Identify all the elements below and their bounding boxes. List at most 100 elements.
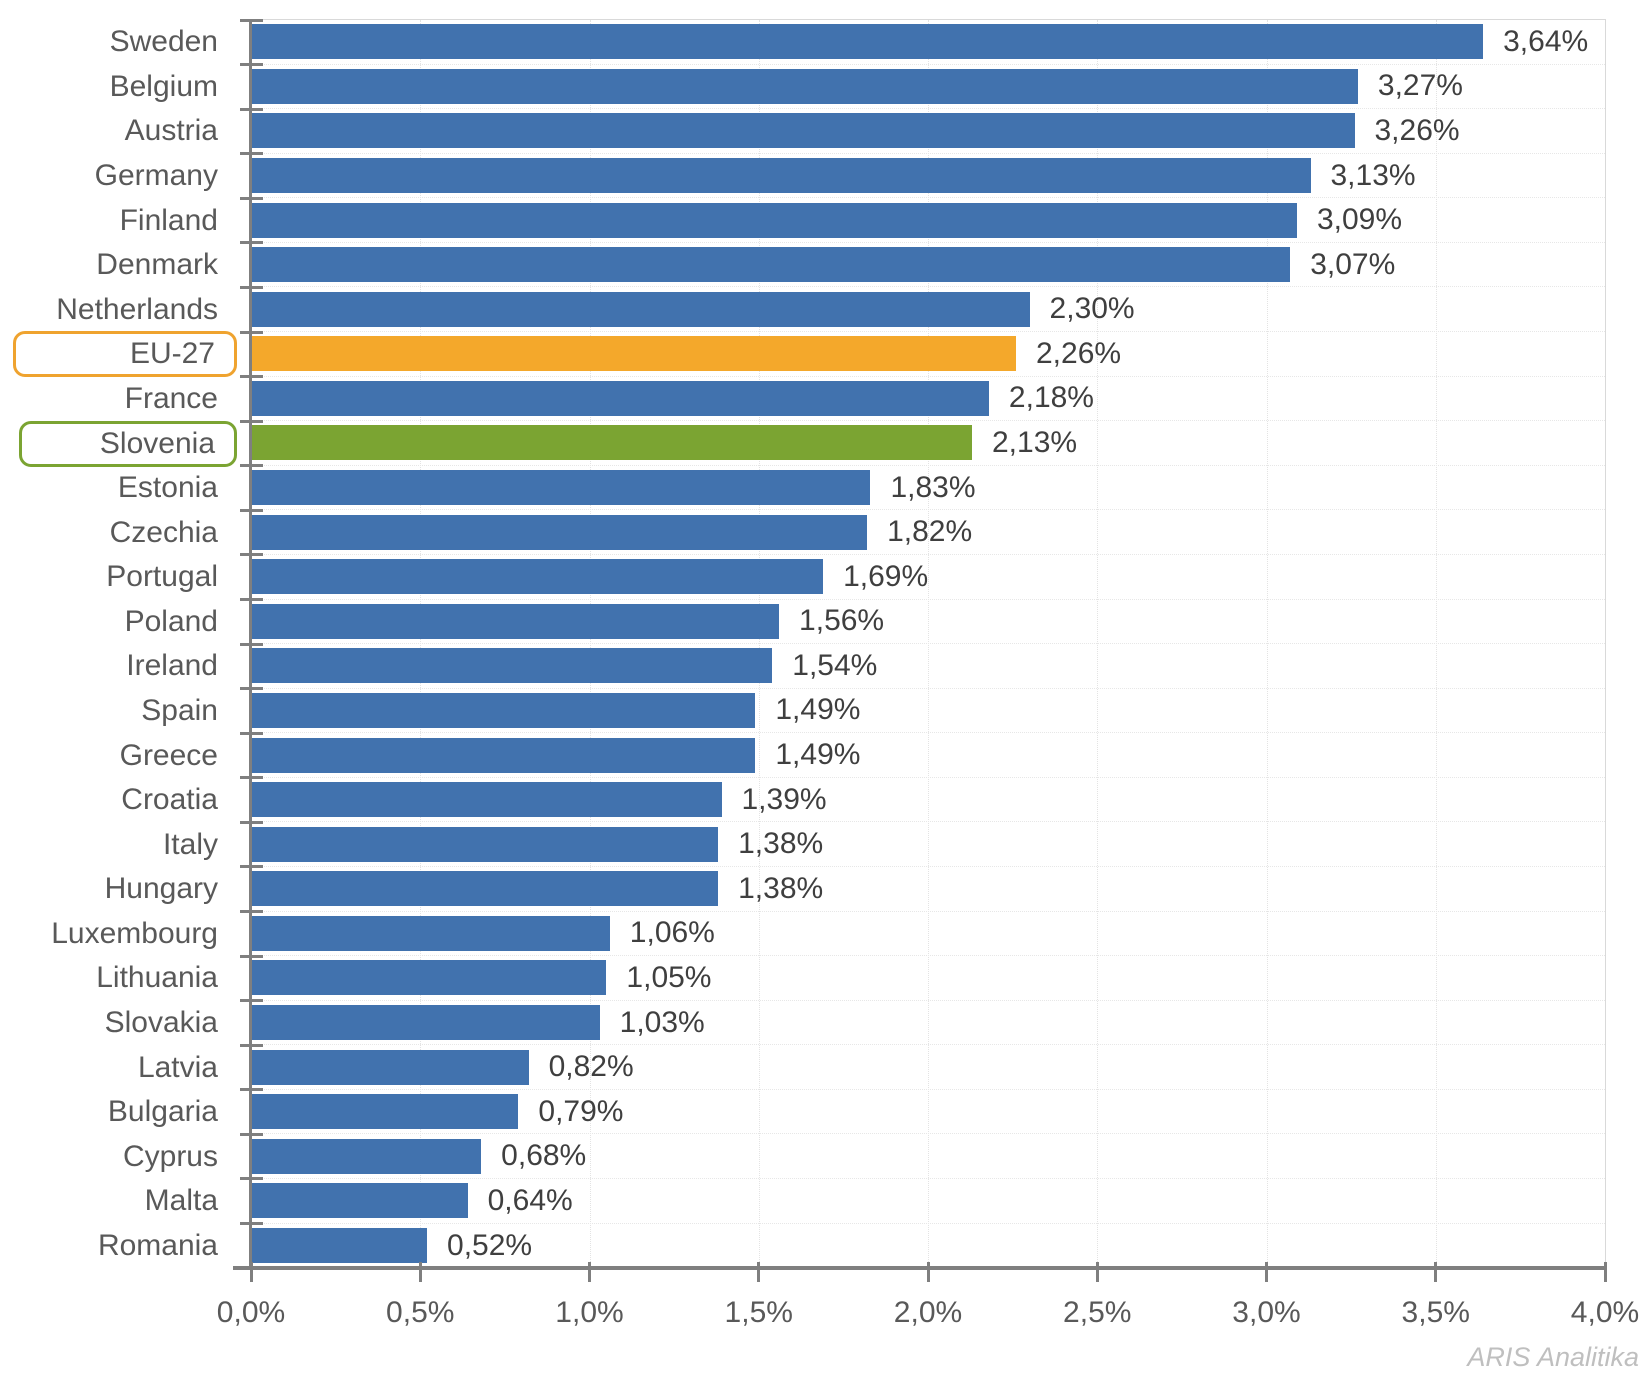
y-axis-tick [240,107,263,111]
value-label: 1,38% [738,871,824,905]
value-label: 0,82% [548,1050,634,1084]
chart-row: Greece 1,49% [0,733,1605,778]
category-label-highlight-box: Poland [125,605,218,639]
value-label: 1,49% [775,738,861,772]
y-axis-tick [240,687,263,691]
value-label: 3,27% [1377,69,1463,103]
bar-cell: 3,64% [251,20,1605,65]
category-label-highlight-box: Ireland [126,649,218,683]
chart-row: Italy 1,38% [0,822,1605,867]
y-axis-tick [240,152,263,156]
bar-cell: 1,54% [251,644,1605,689]
category-label: Malta [144,1184,218,1218]
bar [251,470,871,506]
chart-row: Croatia 1,39% [0,778,1605,823]
category-label-highlight-box: Czechia [110,516,218,550]
value-label: 1,38% [738,827,824,861]
chart-row: Czechia 1,82% [0,510,1605,555]
category-label-highlight-box: Estonia [118,471,218,505]
y-axis-tick [240,865,263,869]
bar [251,559,824,595]
x-axis-tick [1434,1262,1438,1282]
value-label: 1,83% [890,470,976,504]
category-label: Poland [124,604,218,638]
category-label: Czechia [109,515,218,549]
y-axis-tick [240,375,263,379]
bar [251,737,756,773]
y-axis-tick [240,1088,263,1092]
chart-row: Belgium 3,27% [0,65,1605,110]
value-label: 2,26% [1036,336,1122,370]
category-label-cell: France [0,377,251,422]
chart-row: Netherlands 2,30% [0,287,1605,333]
bar [251,202,1297,238]
x-axis-tick-label: 4,0% [1570,1296,1640,1329]
category-label-cell: Bulgaria [0,1090,251,1135]
chart-row: Portugal 1,69% [0,555,1605,600]
chart-row: Slovakia 1,03% [0,1001,1605,1046]
bar-cell: 3,13% [251,154,1605,199]
bar-cell: 3,07% [251,243,1605,288]
chart-row: Cyprus 0,68% [0,1134,1605,1180]
bar-cell: 1,83% [251,466,1605,511]
category-label-cell: Lithuania [0,956,251,1001]
category-label: Croatia [121,783,218,817]
y-axis-tick [240,63,263,67]
bar-cell: 1,69% [251,555,1605,600]
bar [251,1094,519,1130]
category-label: Sweden [109,25,218,59]
category-label-cell: Slovakia [0,1001,251,1046]
category-label-cell: Latvia [0,1045,251,1090]
chart-row: Estonia 1,83% [0,466,1605,511]
category-label-highlight-box: Bulgaria [108,1095,218,1129]
category-label-cell: Belgium [0,65,251,110]
category-label-highlight-box: Austria [125,114,218,148]
chart-row: EU-27 2,26% [0,331,1605,378]
chart-row: Sweden 3,64% [0,20,1605,65]
category-label-cell: Portugal [0,555,251,600]
value-label: 0,79% [538,1094,624,1128]
bar [251,915,610,951]
category-label: Slovakia [104,1006,218,1039]
category-label-cell: Malta [0,1179,251,1224]
bar [251,1183,468,1219]
y-axis-tick [240,553,263,557]
x-axis-tick [1265,1262,1268,1282]
chart-row: Austria 3,26% [0,109,1605,154]
chart-row: Romania 0,52% [0,1224,1605,1269]
bar [251,113,1355,149]
value-label: 1,05% [626,960,712,994]
category-label-highlight-box: Spain [141,694,218,728]
bar [251,68,1358,104]
bar [251,24,1484,60]
bar-cell: 0,82% [251,1045,1605,1090]
x-axis-tick [926,1262,930,1282]
bar [251,603,780,639]
x-axis-tick [757,1262,761,1282]
category-label: Romania [97,1228,218,1262]
x-axis-tick [418,1262,422,1282]
bar [251,1228,428,1264]
plot-border-top [251,19,1605,20]
x-axis-tick [588,1262,591,1282]
category-label: Denmark [96,248,218,282]
plot-border-right [1605,19,1606,1268]
chart-row: Spain 1,49% [0,689,1605,734]
bar-cell: 0,79% [251,1090,1605,1135]
value-label: 1,39% [741,782,827,816]
chart-row: Poland 1,56% [0,600,1605,645]
category-label-cell: Denmark [0,243,251,288]
x-axis-tick-label: 2,0% [893,1296,963,1329]
category-label: Slovenia [99,426,215,460]
value-label: 1,69% [843,559,929,593]
category-label-cell: Slovenia [0,420,251,467]
bar-cell: 1,05% [251,956,1605,1001]
bar-cell: 2,30% [251,287,1605,333]
category-label: Italy [162,827,218,861]
bar-cell: 0,68% [251,1134,1605,1180]
bar-cell: 2,13% [251,421,1605,466]
category-label-highlight-box: Germany [95,159,218,193]
category-label-cell: Hungary [0,867,251,912]
x-axis-tick [249,1262,253,1282]
